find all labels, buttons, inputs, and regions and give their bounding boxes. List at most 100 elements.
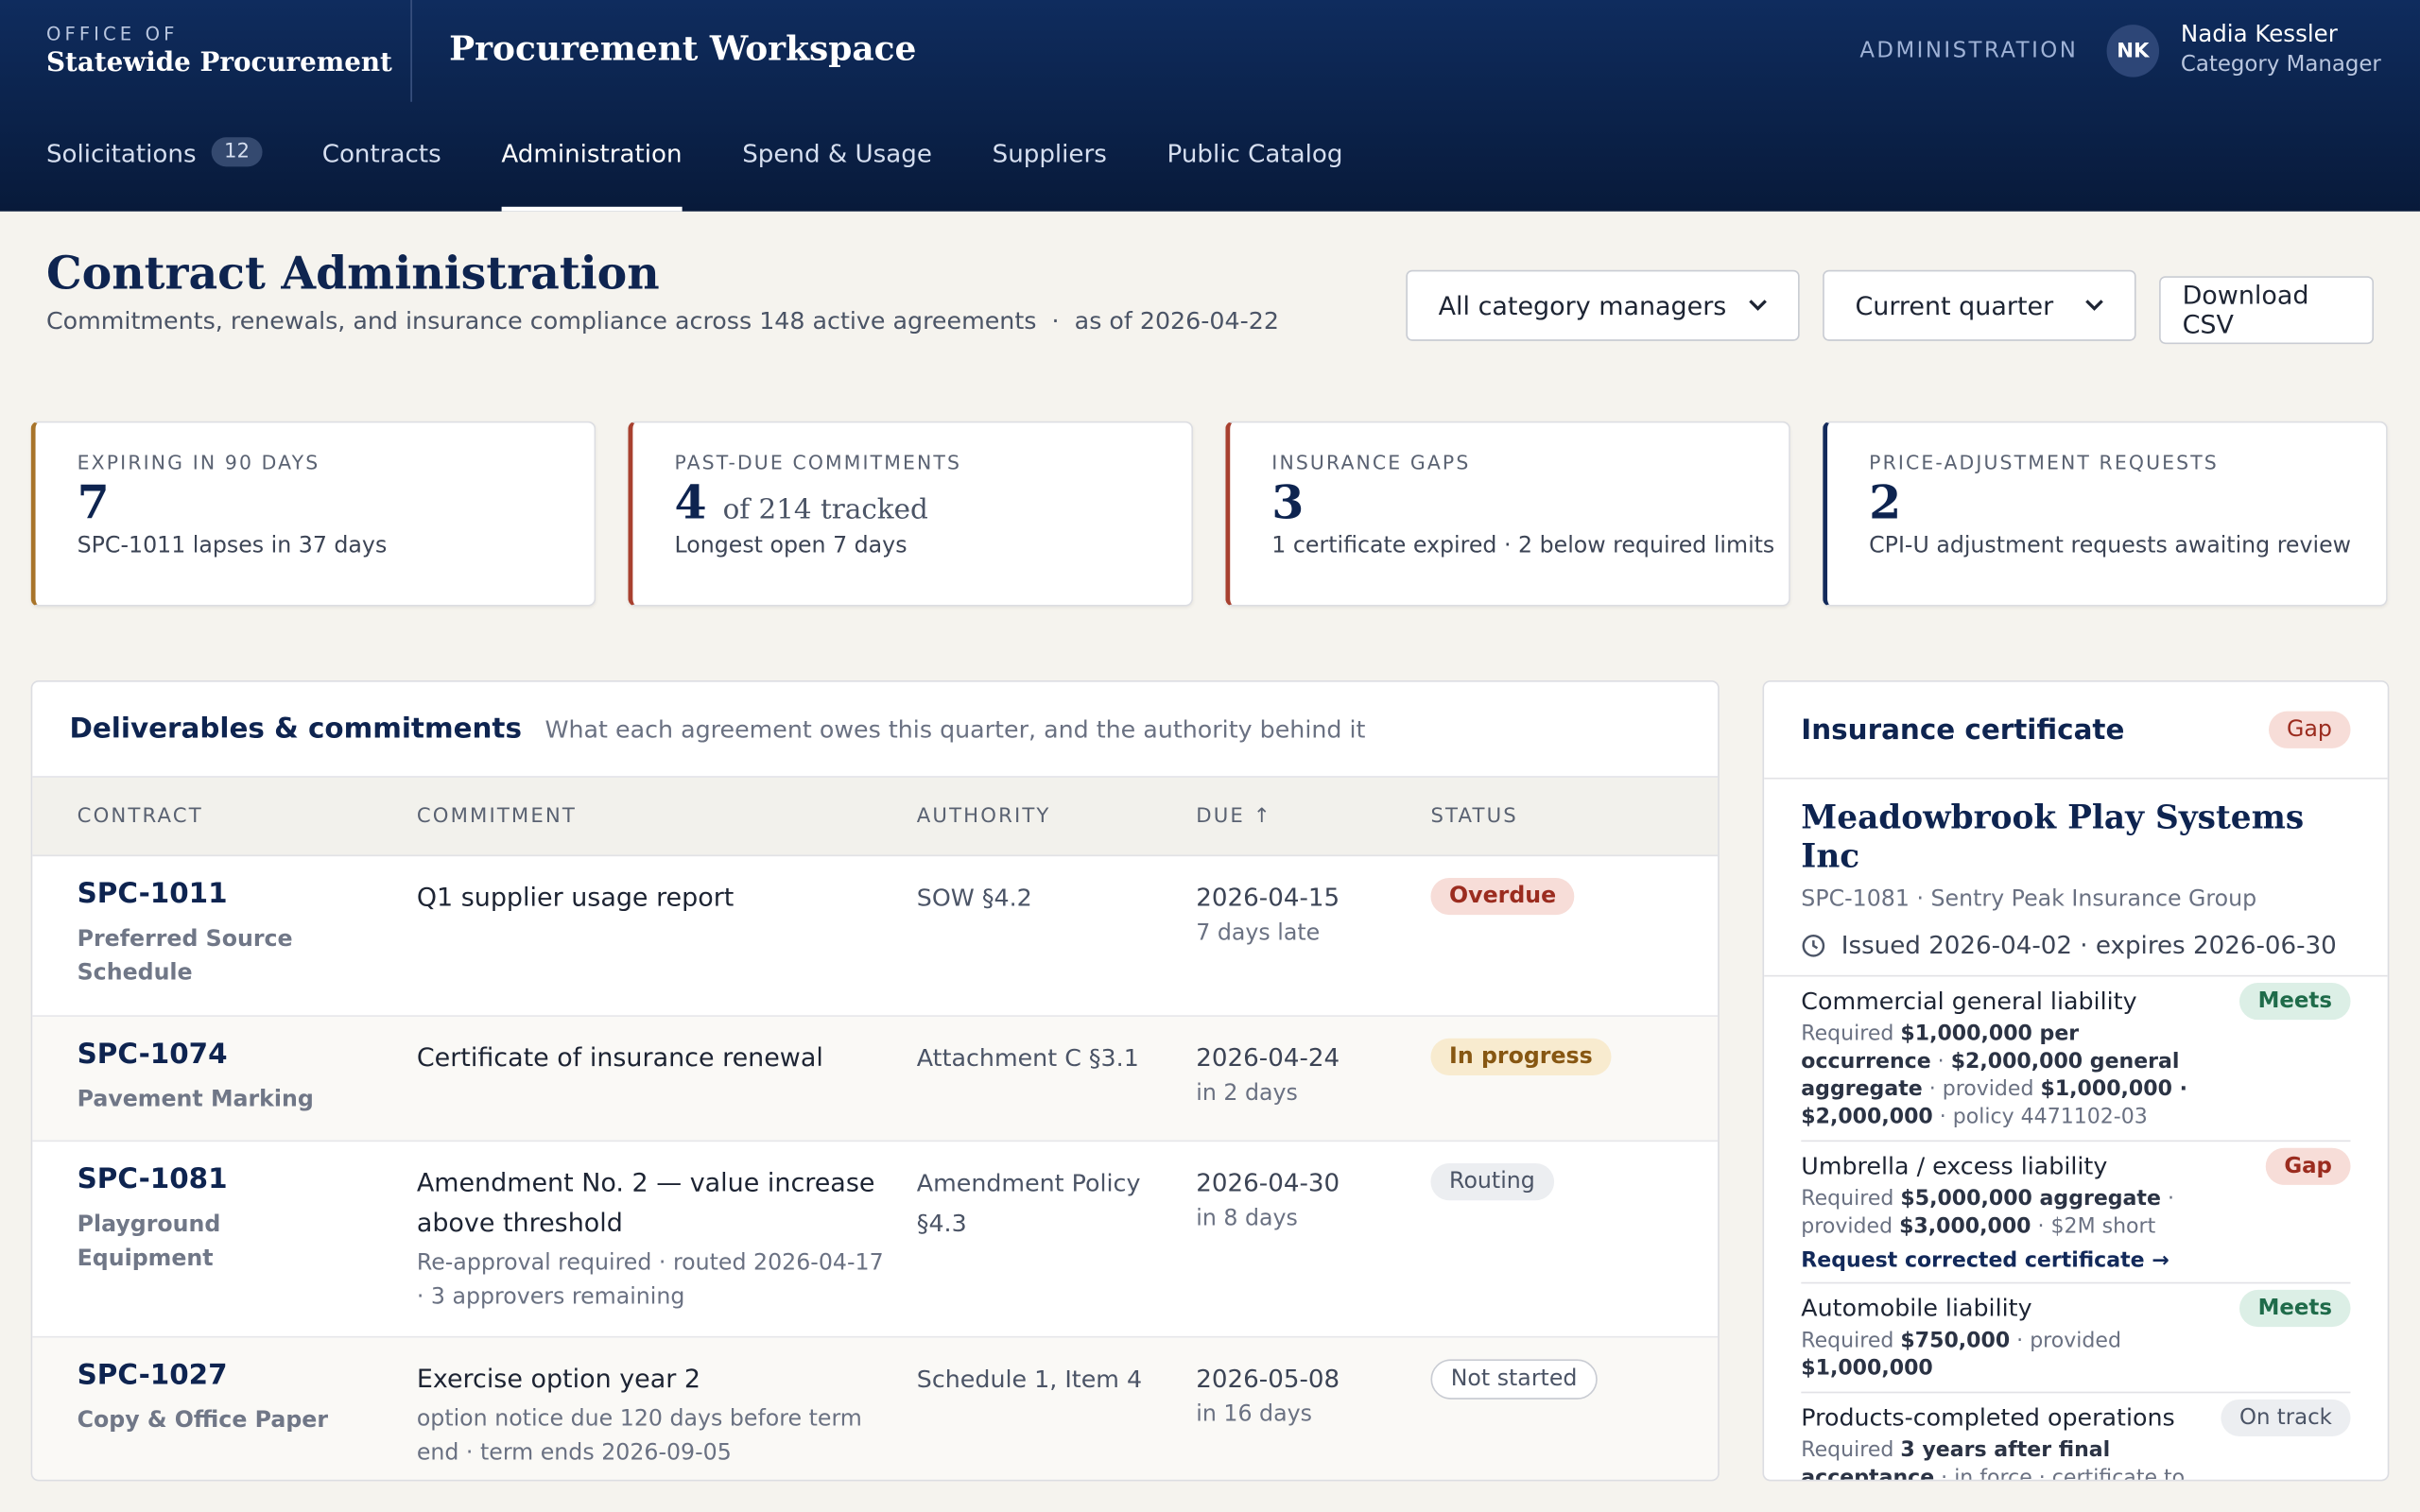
due-date: 2026-05-08 [1196, 1364, 1340, 1394]
page-subtitle: Commitments, renewals, and insurance com… [46, 307, 1279, 335]
contract-cell: SPC-1074 Pavement Marking [78, 1039, 417, 1141]
coverage-text: · provided [1922, 1076, 2041, 1102]
panel-subtitle: What each agreement owes this quarter, a… [544, 714, 1366, 744]
contract-id: SPC-1074 [77, 1038, 228, 1072]
chevron [1749, 300, 1767, 311]
select[interactable]: Current quarter [1823, 269, 2136, 341]
kpi-card: PRICE-ADJUSTMENT REQUESTS 2 CPI-U adjustme… [1823, 421, 2388, 607]
table-row[interactable]: SPC-1081 Playground Equipment Amendment No… [32, 1142, 1719, 1338]
due-note: in 8 days [1196, 1206, 1298, 1231]
contract-cell: SPC-1027 Copy & Office Paper [78, 1359, 417, 1479]
status-pill: Overdue [1430, 877, 1575, 916]
coverage-text: $2,000,000 general aggregate [1801, 1049, 2180, 1102]
coverage-text: · $2M short [2031, 1213, 2156, 1240]
panel-title: Insurance certificate [1801, 713, 2125, 747]
kpi-label: PRICE-ADJUSTMENT REQUESTS [1869, 450, 2219, 474]
panel-header: Insurance certificate Gap [1764, 682, 2388, 780]
status-pill: Meets [2239, 982, 2351, 1021]
status-pill: Routing [1430, 1163, 1554, 1201]
due-date: 2026-04-24 [1196, 1042, 1340, 1073]
nav-item[interactable]: Suppliers [993, 132, 1107, 211]
due-date: 2026-04-15 [1196, 882, 1340, 912]
column-header: COMMITMENT [416, 804, 577, 828]
contract-cell: SPC-1011 Preferred Source Schedule [78, 878, 417, 1015]
coverage-detail: Required $1,000,000 per occurrence · $2,… [1801, 1020, 2350, 1131]
certificate-dates: Issued 2026-04-02 · expires 2026-06-30 [1801, 930, 2350, 960]
kpi-value: 2 [1869, 476, 2386, 530]
column-header: STATUS [1430, 804, 1518, 828]
coverage-header: Products-completed operations On track [1801, 1399, 2351, 1436]
status-cell: Not started [1430, 1359, 1718, 1479]
org: OFFICE OF Statewide Procurement [46, 23, 392, 78]
status-pill: Meets [2239, 1289, 2351, 1328]
coverage-text: $3,000,000 [1899, 1213, 2031, 1240]
commitment: Certificate of insurance renewal [416, 1042, 823, 1073]
contract-id: SPC-1081 [77, 1163, 228, 1196]
contract-id: SPC-1027 [77, 1359, 228, 1392]
contract-name: Pavement Marking [77, 1088, 314, 1113]
button-label: Download CSV [2182, 281, 2309, 340]
nav-label: Contracts [321, 138, 441, 168]
nav-label: Suppliers [992, 138, 1107, 168]
nav-item[interactable]: Spend & Usage [742, 132, 932, 211]
commitment: Exercise option year 2 [416, 1364, 701, 1394]
select-value: All category managers [1438, 290, 1727, 320]
commitments-panel: Deliverables & commitments What each agre… [30, 679, 1720, 1482]
coverage: Automobile liability Meets Required $750,0… [1801, 1283, 2351, 1394]
table-row[interactable]: SPC-1011 Preferred Source Schedule Q1 supp… [32, 856, 1719, 1017]
kpi-note: 1 certificate expired · 2 below required… [1271, 533, 1775, 559]
nav-item[interactable]: Contracts [322, 132, 441, 211]
kpi-number: 3 [1271, 476, 1305, 531]
kpi-number: 4 [674, 476, 707, 531]
contract-name: Playground Equipment [77, 1212, 221, 1272]
kpi-number: 7 [77, 476, 110, 531]
kpi-suffix: of 214 tracked [722, 493, 928, 526]
authority: Attachment C §3.1 [916, 1044, 1139, 1073]
table-row[interactable]: SPC-1027 Copy & Office Paper Exercise opti… [32, 1337, 1719, 1480]
commitment-cell: Certificate of insurance renewal [417, 1039, 917, 1141]
nav-item[interactable]: Public Catalog [1167, 132, 1343, 211]
page-title: Contract Administration [45, 247, 660, 300]
coverage-text: $5,000,000 aggregate [1900, 1186, 2161, 1211]
table: CONTRACT COMMITMENT AUTHORITY DUE ↑ STATUS SP… [32, 777, 1719, 1480]
due-note: 7 days late [1196, 920, 1321, 946]
table-header: CONTRACT COMMITMENT AUTHORITY DUE ↑ STATUS [32, 777, 1719, 857]
coverage-text: Required [1801, 1437, 1901, 1463]
authority: SOW §4.2 [916, 884, 1032, 912]
coverage-text: $1,000,000 · $2,000,000 [1801, 1076, 2187, 1130]
contract-name: Preferred Source Schedule [77, 927, 293, 987]
commitment-cell: Q1 supplier usage report [417, 878, 917, 1015]
nav-item[interactable]: Solicitations 12 [46, 132, 263, 211]
nav-item[interactable]: Administration [501, 132, 683, 212]
avatar[interactable]: NK [2106, 25, 2160, 77]
contract-id: SPC-1011 [77, 877, 228, 911]
kpi-number: 2 [1869, 476, 1902, 531]
coverage-text: Required [1801, 1021, 1901, 1046]
coverage-detail: Required $5,000,000 aggregate · provided… [1801, 1185, 2350, 1241]
authority: Schedule 1, Item 4 [916, 1365, 1143, 1394]
status-cell: Overdue [1430, 877, 1718, 1015]
authority: Amendment Policy §4.3 [916, 1169, 1141, 1238]
coverage-text: Required [1801, 1328, 1901, 1353]
due-cell: 2026-04-24 in 2 days [1196, 1039, 1430, 1141]
coverage-detail: Required 3 years after final acceptance … [1801, 1436, 2350, 1480]
status-cell: Routing [1430, 1163, 1718, 1336]
kpi-label: EXPIRING IN 90 DAYS [77, 450, 320, 474]
download-button[interactable]: Download CSV [2159, 276, 2375, 345]
commitment-cell: Exercise option year 2 option notice due … [417, 1359, 917, 1479]
status-pill: Gap [2265, 1147, 2351, 1185]
commitment: Q1 supplier usage report [416, 882, 735, 912]
coverage-link[interactable]: Request corrected certificate → [1801, 1247, 2169, 1273]
select[interactable]: All category managers [1406, 269, 1800, 341]
coverage-header: Automobile liability Meets [1801, 1289, 2351, 1328]
chevron [2085, 300, 2103, 311]
select-value: Current quarter [1855, 290, 2054, 320]
org-name: Statewide Procurement [45, 47, 392, 79]
column-header[interactable]: DUE ↑ [1196, 804, 1272, 828]
top-bar: OFFICE OF Statewide Procurement Procurem… [0, 0, 2420, 212]
coverage-text: · provided [1801, 1186, 2174, 1240]
panel-header: Deliverables & commitments What each agre… [32, 682, 1719, 778]
table-row[interactable]: SPC-1074 Pavement Marking Certificate of i… [32, 1016, 1719, 1143]
due-note: in 2 days [1196, 1081, 1298, 1107]
coverage-text: Required [1801, 1186, 1901, 1211]
